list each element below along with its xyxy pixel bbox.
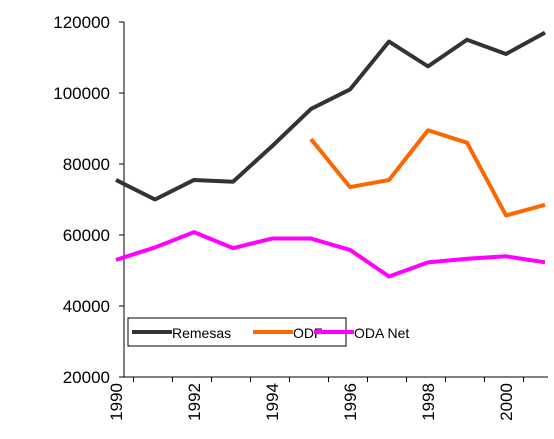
series-line [309, 128, 546, 218]
legend-label: ODF [293, 325, 323, 341]
legend-label: Remesas [172, 325, 231, 341]
x-tick-label: 1996 [341, 383, 360, 421]
x-tick-label: 1990 [107, 383, 126, 421]
series-line [115, 230, 546, 279]
series-line [115, 30, 546, 202]
y-tick-label: 80000 [63, 155, 110, 174]
y-tick-label: 60000 [63, 226, 110, 245]
y-tick-label: 20000 [63, 368, 110, 387]
y-tick-label: 40000 [63, 297, 110, 316]
x-tick-label: 1992 [185, 383, 204, 421]
x-tick-label: 2000 [497, 383, 516, 421]
y-tick-label: 100000 [53, 84, 110, 103]
x-tick-label: 1994 [263, 383, 282, 421]
x-tick-label: 1998 [419, 383, 438, 421]
y-tick-label: 120000 [53, 13, 110, 32]
legend-label: ODA Net [354, 325, 409, 341]
